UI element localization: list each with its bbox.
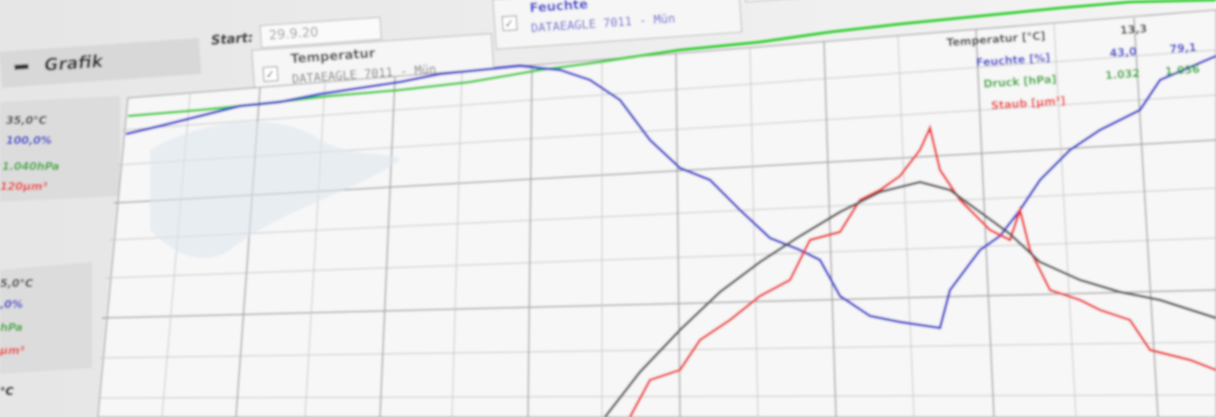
legend-value: 1.036: [1165, 63, 1201, 78]
collapse-icon[interactable]: [14, 63, 29, 70]
legend-label: Druck [hPa]: [983, 73, 1057, 91]
legend-value: 1.032: [1105, 67, 1141, 82]
grid-line: [101, 289, 1216, 319]
scale-panel: 35,0°C 100,0% 1.040hPa 120µm³ 5,0°C ,0% …: [0, 96, 120, 398]
grid-line: [99, 341, 1216, 359]
watermark-logo: [150, 121, 400, 259]
grid-line: [897, 35, 915, 417]
scale-label: ,0%: [0, 298, 23, 311]
sensor-box[interactable]: [492, 0, 743, 50]
grid-line: [1053, 23, 1077, 417]
scale-label: 100,0%: [6, 134, 52, 147]
plot: [97, 0, 1216, 417]
legend-label: Feuchte [%]: [975, 51, 1050, 69]
check-mark: ✓: [265, 68, 275, 82]
sensor-name: Temperatur: [290, 46, 376, 67]
grid-line: [304, 82, 326, 417]
scale-label: hPa: [0, 321, 23, 334]
temperature-line: [604, 180, 1216, 417]
scale-label: °C: [0, 385, 14, 398]
scale-label: 5,0°C: [0, 277, 33, 290]
checkbox[interactable]: [501, 15, 518, 32]
section-title: Grafik: [44, 52, 105, 76]
header: Grafik Start: 29.9.20 ✓ Temperatur DATAE…: [0, 0, 1046, 101]
grid-line: [121, 49, 1216, 131]
sensor-name: Feuchte: [529, 0, 589, 16]
dust-line: [628, 124, 1216, 417]
grid-line: [823, 41, 837, 417]
legend-label: Staub [µm³]: [991, 94, 1066, 112]
check-mark: ✓: [504, 17, 514, 31]
grid-line: [97, 394, 1216, 399]
grid-line: [675, 53, 681, 417]
grid-line: [749, 47, 759, 417]
start-input[interactable]: [259, 16, 382, 49]
grid-line: [451, 71, 463, 417]
scale-label: 1.040hPa: [2, 160, 59, 173]
legend-value: 13,3: [1120, 22, 1148, 37]
legend-value: 43,0: [1109, 45, 1137, 60]
grid-line: [527, 65, 533, 417]
scale-label: 35,0°C: [6, 114, 47, 127]
start-value: 29.9.20: [268, 25, 319, 43]
humidity-line: [125, 54, 1216, 330]
scale-label: µm³: [0, 344, 25, 357]
grid-line: [105, 237, 1216, 279]
section-bar: [0, 37, 202, 88]
legend: Temperatur [°C] 13,3 Feuchte [%] 43,0 79…: [946, 22, 1201, 112]
scale-box: [0, 262, 92, 374]
checkbox[interactable]: [262, 66, 279, 83]
legend-value: 79,1: [1169, 41, 1197, 56]
grid-line: [109, 187, 1216, 241]
scale-label: 120µm³: [0, 180, 48, 193]
start-label: Start:: [211, 31, 254, 49]
grid-line: [379, 76, 396, 417]
scale-box: [0, 96, 120, 202]
